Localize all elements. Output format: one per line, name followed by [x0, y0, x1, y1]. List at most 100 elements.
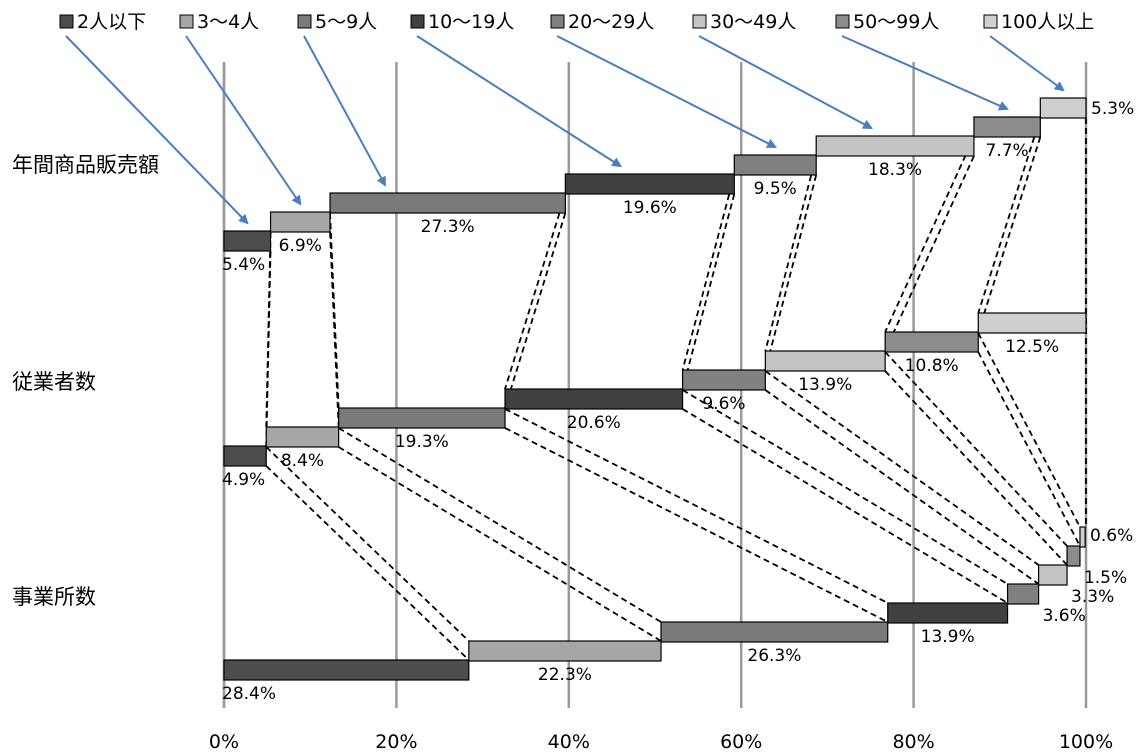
- legend-arrow-2: [303, 35, 386, 187]
- bar-segment-2-7: [1079, 526, 1086, 548]
- connector-line: [884, 370, 1068, 566]
- legend-arrow-4: [556, 35, 778, 148]
- connector-line: [977, 117, 1042, 314]
- bar-segment-1-2: [338, 407, 506, 429]
- x-tick-label-3: 60%: [720, 731, 762, 753]
- bar-segment-0-0: [223, 230, 272, 252]
- connector-line: [504, 212, 567, 409]
- legend-arrow-5: [698, 35, 873, 129]
- data-label-1-1: 8.4%: [281, 451, 324, 471]
- bar-segment-1-3: [504, 388, 684, 410]
- connector-line: [977, 351, 1081, 547]
- connector-line: [265, 465, 470, 661]
- bar-segment-2-4: [1006, 583, 1040, 605]
- legend-arrow-3: [416, 35, 623, 168]
- data-label-0-5: 18.3%: [868, 160, 922, 180]
- legend-label-3: 10～19人: [428, 11, 514, 33]
- connector-line: [504, 193, 567, 390]
- connector-line: [681, 174, 736, 371]
- data-label-2-4: 3.6%: [1043, 606, 1086, 626]
- bar-segment-1-0: [223, 445, 267, 467]
- legend-swatch-5: [692, 14, 707, 29]
- bar-segment-2-1: [468, 640, 662, 662]
- bar-segment-0-6: [973, 116, 1041, 138]
- data-label-0-2: 27.3%: [421, 217, 475, 237]
- bar-segment-0-7: [1039, 97, 1087, 119]
- connector-line: [977, 136, 1042, 333]
- x-tick-label-1: 20%: [375, 731, 417, 753]
- bar-segment-1-5: [764, 350, 886, 372]
- data-label-0-3: 19.6%: [623, 198, 677, 218]
- bar-segment-2-5: [1037, 564, 1068, 586]
- data-label-0-4: 9.5%: [754, 179, 797, 199]
- bar-segment-0-4: [733, 154, 817, 176]
- legend-label-0: 2人以下: [77, 11, 146, 33]
- bar-segment-2-3: [887, 602, 1009, 624]
- x-tick-label-0: 0%: [209, 731, 239, 753]
- data-label-2-3: 13.9%: [921, 627, 975, 647]
- connector-line: [764, 389, 1040, 585]
- connector-line: [764, 370, 1040, 566]
- bar-segment-1-4: [681, 369, 766, 391]
- data-label-2-5: 3.3%: [1071, 587, 1114, 607]
- data-label-0-0: 5.4%: [222, 255, 265, 275]
- data-label-1-3: 20.6%: [567, 413, 621, 433]
- legend-arrow-1: [185, 35, 302, 206]
- connector-line: [681, 193, 736, 390]
- legend-label-1: 3～4人: [197, 11, 259, 33]
- bar-segment-2-0: [223, 659, 470, 681]
- data-label-1-0: 4.9%: [222, 470, 265, 490]
- connector-line: [504, 408, 889, 604]
- legend-swatch-4: [550, 14, 565, 29]
- data-label-1-4: 9.6%: [702, 394, 745, 414]
- data-label-0-7: 5.3%: [1091, 99, 1134, 119]
- legend-swatch-0: [59, 14, 74, 29]
- x-tick-label-4: 80%: [892, 731, 934, 753]
- data-label-1-2: 19.3%: [395, 432, 449, 452]
- legend-swatch-2: [297, 14, 312, 29]
- bar-segment-2-6: [1066, 545, 1081, 567]
- category-label-1: 従業者数: [12, 370, 96, 394]
- bar-segment-0-1: [269, 211, 331, 233]
- data-label-2-1: 22.3%: [538, 665, 592, 685]
- data-label-1-5: 13.9%: [798, 375, 852, 395]
- connector-line: [329, 212, 340, 409]
- category-label-2: 事業所数: [12, 585, 96, 609]
- connector-line: [764, 155, 818, 352]
- legend-label-7: 100人以上: [1001, 11, 1094, 33]
- x-tick-label-2: 40%: [548, 731, 590, 753]
- data-label-2-7: 0.6%: [1090, 526, 1133, 546]
- bar-segment-0-3: [564, 173, 735, 195]
- legend-label-4: 20～29人: [568, 11, 654, 33]
- connector-line: [265, 231, 272, 428]
- legend-arrow-6: [841, 35, 1009, 111]
- connector-line: [682, 408, 1009, 604]
- legend-swatch-1: [179, 14, 194, 29]
- connector-line: [504, 427, 889, 623]
- legend-label-6: 50～99人: [853, 11, 939, 33]
- data-label-1-6: 10.8%: [905, 356, 959, 376]
- bar-segment-0-5: [815, 135, 975, 157]
- data-label-2-2: 26.3%: [747, 646, 801, 666]
- legend-arrow-7: [989, 35, 1065, 92]
- legend-swatch-7: [983, 14, 998, 29]
- connector-line: [884, 136, 975, 333]
- connector-line: [764, 174, 818, 371]
- connector-line: [338, 446, 662, 642]
- data-label-0-6: 7.7%: [986, 141, 1029, 161]
- connector-line: [884, 351, 1068, 547]
- data-label-2-6: 1.5%: [1084, 568, 1127, 588]
- connector-line: [682, 389, 1009, 585]
- legend-swatch-6: [835, 14, 850, 29]
- bar-segment-1-6: [884, 331, 979, 353]
- data-label-0-1: 6.9%: [279, 236, 322, 256]
- legend-swatch-3: [410, 14, 425, 29]
- connector-line: [265, 446, 470, 642]
- connector-line: [884, 155, 975, 352]
- x-tick-label-5: 100%: [1059, 731, 1113, 753]
- legend-label-5: 30～49人: [710, 11, 796, 33]
- data-label-2-0: 28.4%: [222, 684, 276, 704]
- bar-segment-2-2: [660, 621, 889, 643]
- bar-segment-1-1: [265, 426, 340, 448]
